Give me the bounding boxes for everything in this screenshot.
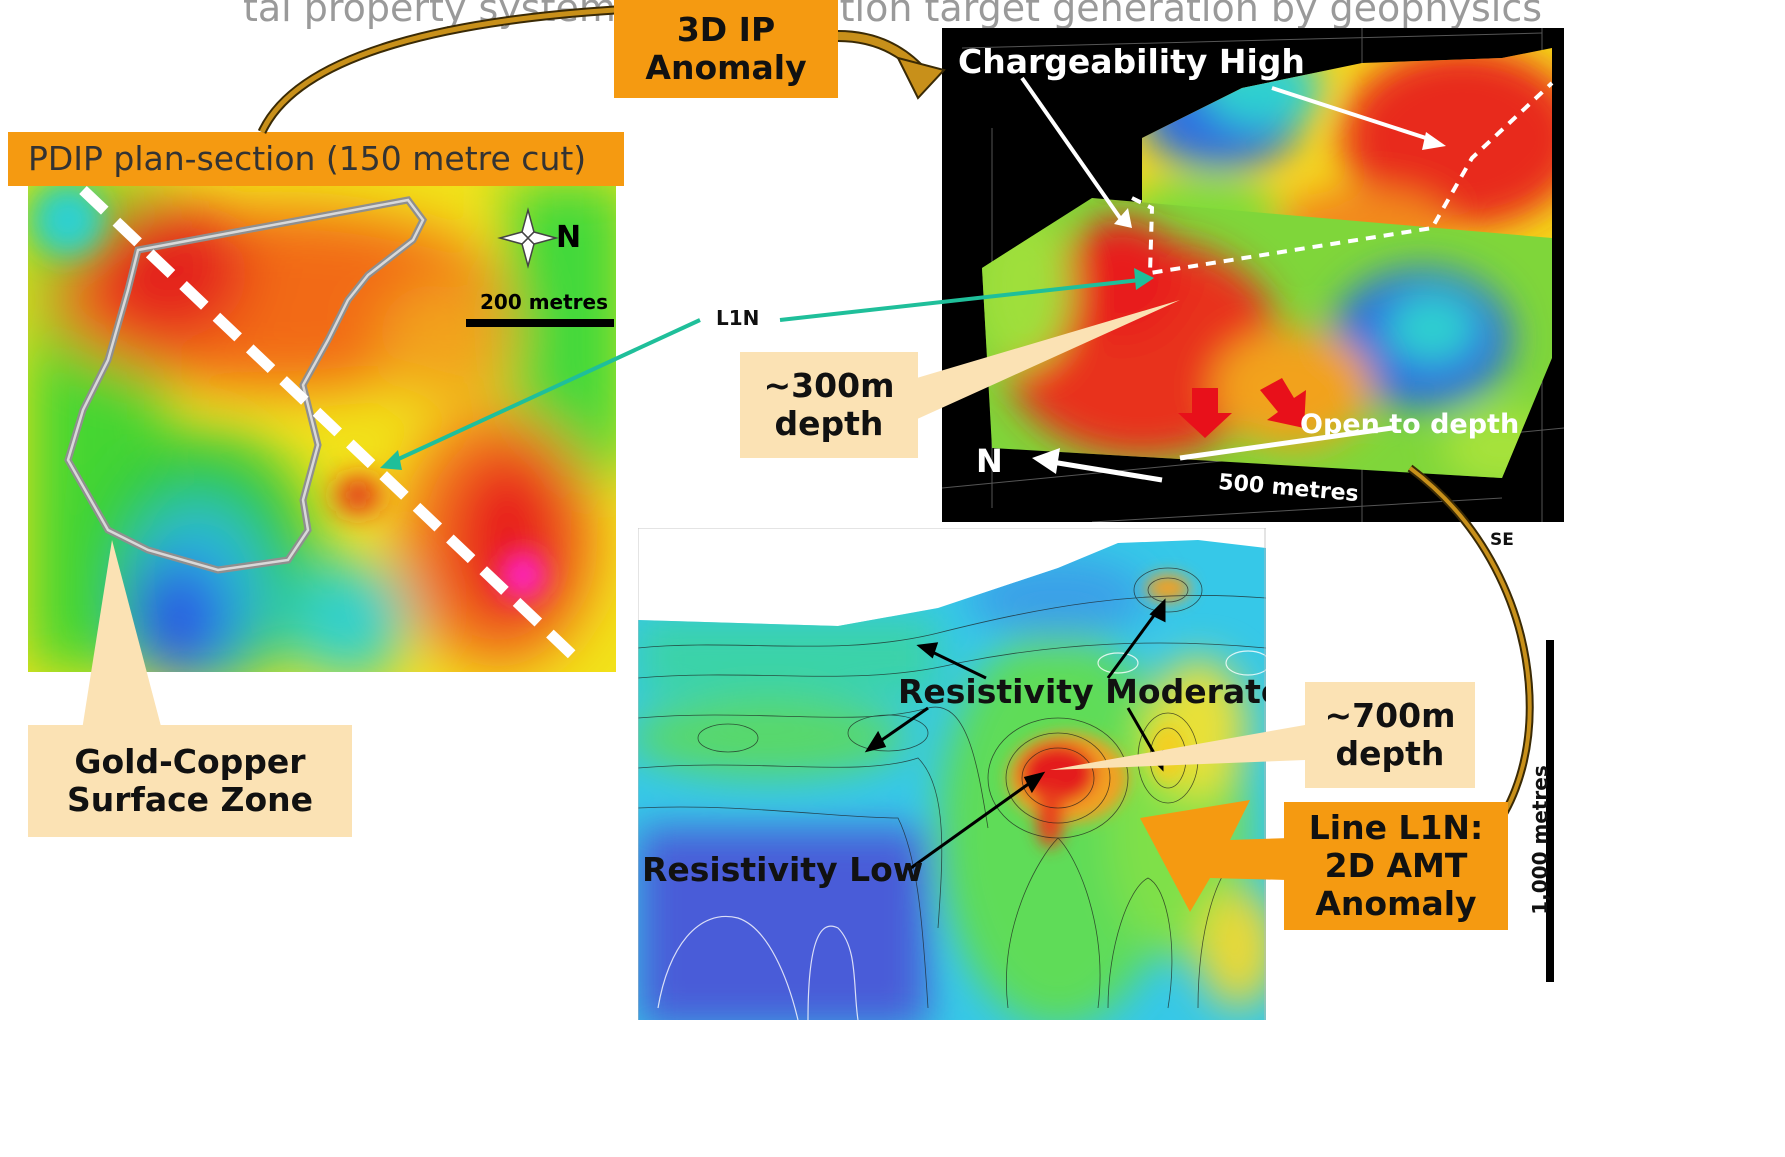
- red-down-arrow-icon: [1178, 388, 1232, 438]
- curve-arrowhead-icon: [896, 56, 946, 100]
- profile-line-l1n: [79, 186, 587, 669]
- plan-north-label: N: [556, 220, 582, 255]
- open-to-depth-label: Open to depth: [1300, 409, 1520, 440]
- amt-section-image: [638, 528, 1266, 1020]
- ip-3d-model-image: [942, 28, 1564, 522]
- page-header-partial: tal property systematic exploration targ…: [242, 0, 1543, 30]
- gold-copper-callout: Gold-Copper Surface Zone: [28, 725, 352, 837]
- north-arrow-icon: [497, 207, 559, 269]
- depth-700-callout: ~700m depth: [1305, 682, 1475, 788]
- resistivity-low-label: Resistivity Low: [642, 850, 924, 889]
- l1n-label: L1N: [716, 306, 760, 330]
- ip-3d-model: Chargeability High Open to depth N 500 m…: [942, 28, 1564, 522]
- ip-north-arrow-icon: [1032, 448, 1060, 474]
- ip-north-label: N: [976, 442, 1003, 480]
- ip-anomaly-callout: 3D IP Anomaly: [614, 0, 838, 98]
- depth-700-text: ~700m depth: [1324, 696, 1456, 773]
- pdip-plan-map-image: [28, 180, 616, 672]
- gold-copper-text: Gold-Copper Surface Zone: [66, 742, 314, 819]
- ip-anomaly-text: 3D IP Anomaly: [645, 10, 807, 87]
- pdip-title-banner: PDIP plan-section (150 metre cut): [8, 132, 624, 186]
- plan-scale-bar: [466, 319, 614, 327]
- depth-300-callout: ~300m depth: [740, 352, 918, 458]
- ip-scale-bar: [1179, 425, 1393, 461]
- chargeability-high-label: Chargeability High: [958, 42, 1305, 81]
- pdip-plan-map: N 200 metres: [28, 180, 616, 672]
- ip-anomaly-outline: [1131, 81, 1554, 276]
- red-diagonal-arrow-icon: [1260, 378, 1306, 428]
- plan-scale-label: 200 metres: [480, 290, 609, 314]
- amt-anomaly-text: Line L1N: 2D AMT Anomaly: [1308, 808, 1484, 923]
- pdip-title-text: PDIP plan-section (150 metre cut): [28, 139, 587, 179]
- se-label: SE: [1490, 530, 1514, 550]
- resistivity-moderate-label: Resistivity Moderate: [898, 672, 1266, 711]
- amt-section: Resistivity Moderate Resistivity Low: [638, 528, 1266, 1020]
- depth-300-text: ~300m depth: [763, 366, 895, 443]
- amt-anomaly-callout: Line L1N: 2D AMT Anomaly: [1284, 802, 1508, 930]
- vertical-scale-label: 1,000 metres: [1528, 765, 1552, 915]
